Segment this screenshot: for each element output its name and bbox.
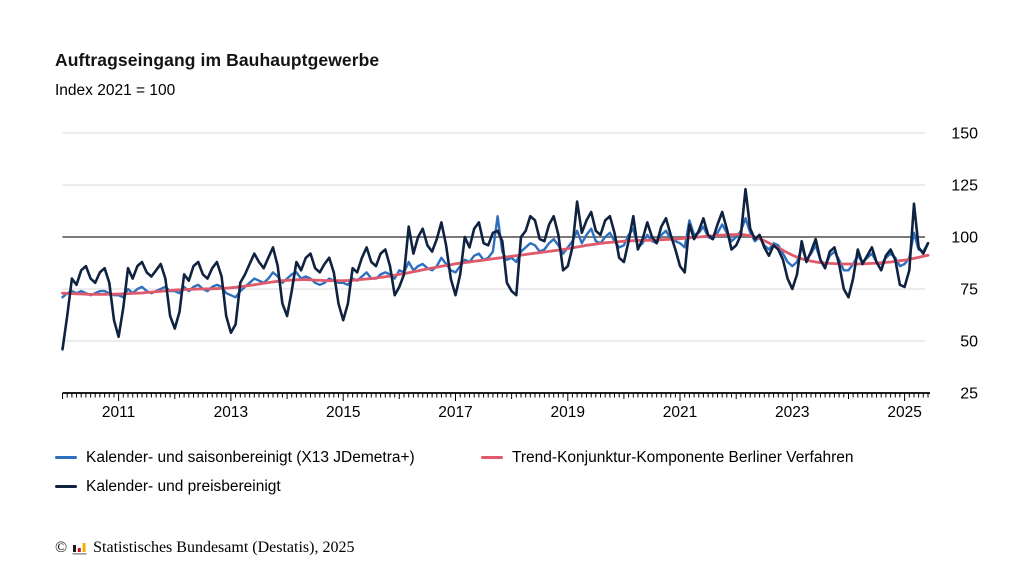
line-chart-plot: 25 50 75 100 125 150 2011 2013 2015 2017 2019 2021 2… [61, 126, 978, 421]
source-text: Statistisches Bundesamt (Destatis), 2025 [93, 539, 355, 556]
svg-text:50: 50 [960, 334, 978, 351]
chart-legend: Kalender- und saisonbereinigt (X13 JDeme… [55, 443, 853, 501]
copyright-symbol: © [55, 539, 68, 556]
svg-text:75: 75 [960, 282, 978, 299]
svg-text:2015: 2015 [326, 404, 360, 421]
legend-row-2: Kalender- und preisbereinigt [55, 472, 853, 501]
legend-row-1: Kalender- und saisonbereinigt (X13 JDeme… [55, 443, 853, 472]
chart-subtitle: Index 2021 = 100 [55, 82, 176, 99]
legend-swatch-navy-icon [55, 485, 77, 488]
legend-label-saisonbereinigt: Kalender- und saisonbereinigt (X13 JDeme… [86, 448, 415, 466]
svg-text:2017: 2017 [438, 404, 472, 421]
svg-text:125: 125 [951, 178, 978, 195]
legend-item-preisbereinigt[interactable]: Kalender- und preisbereinigt [55, 478, 281, 496]
legend-label-trend: Trend-Konjunktur-Komponente Berliner Ver… [512, 448, 854, 466]
destatis-logo-icon [72, 543, 87, 555]
svg-text:2025: 2025 [887, 404, 921, 421]
svg-text:100: 100 [951, 230, 978, 247]
svg-text:2021: 2021 [663, 404, 697, 421]
svg-text:2023: 2023 [775, 404, 809, 421]
legend-swatch-blue-icon [55, 456, 77, 459]
svg-text:2019: 2019 [551, 404, 585, 421]
legend-label-preisbereinigt: Kalender- und preisbereinigt [86, 477, 281, 495]
svg-text:2011: 2011 [102, 404, 135, 421]
source-line: © Statistisches Bundesamt (Destatis), 20… [55, 539, 354, 557]
legend-swatch-red-icon [481, 456, 503, 459]
legend-item-trend[interactable]: Trend-Konjunktur-Komponente Berliner Ver… [481, 449, 853, 467]
svg-text:25: 25 [960, 386, 978, 403]
legend-item-saisonbereinigt[interactable]: Kalender- und saisonbereinigt (X13 JDeme… [55, 449, 481, 467]
svg-text:2013: 2013 [214, 404, 248, 421]
svg-text:150: 150 [951, 126, 978, 143]
chart-title: Auftragseingang im Bauhauptgewerbe [55, 50, 380, 70]
